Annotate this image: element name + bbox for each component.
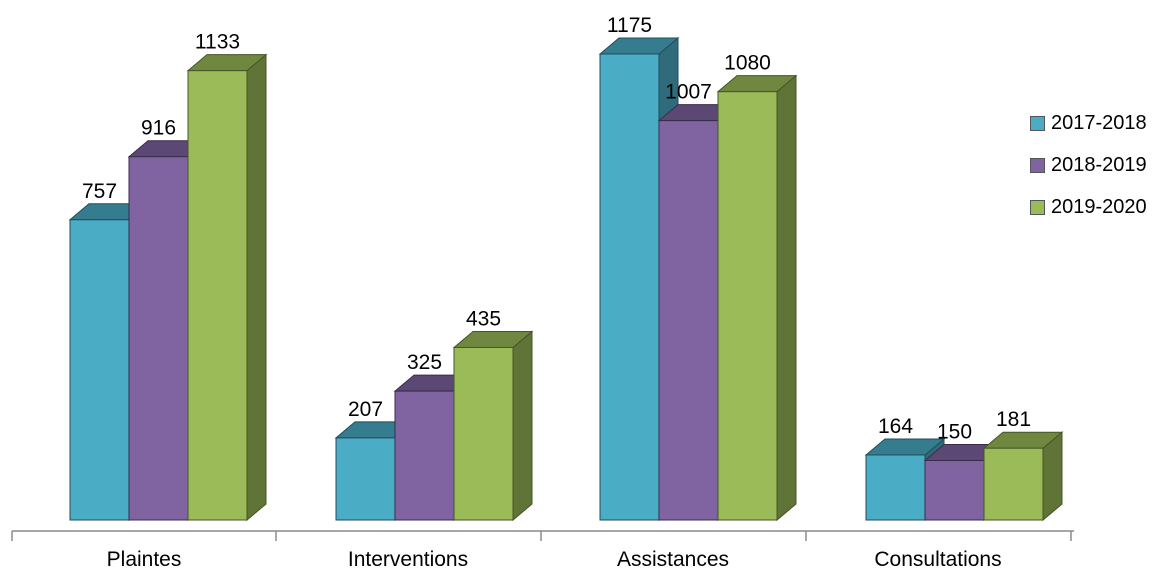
data-labels-group: 757 916 1133 207 325 435 1175 1007 1080 164 150 181 [82,14,1031,444]
data-label: 207 [348,398,383,421]
bar-consultations-2019-2020 [982,431,1064,522]
x-tick-label: Interventions [348,548,468,571]
legend-swatch [1030,199,1045,215]
data-label: 757 [82,180,117,203]
data-label: 1175 [607,14,652,37]
bar-front-face [599,53,660,521]
bar-front-face [187,70,248,521]
legend-swatch [1030,115,1045,131]
bars-group [68,36,1064,522]
data-label: 1133 [195,31,240,54]
legend-label: 2019-2020 [1051,195,1147,218]
legend-label: 2017-2018 [1051,111,1147,134]
bar-side-face [512,330,533,522]
data-label: 916 [141,117,176,140]
legend-item-2018-2019[interactable]: 2018-2019 [1030,154,1147,176]
legend-item-2019-2020[interactable]: 2019-2020 [1030,196,1147,218]
bar-side-face [246,53,267,522]
bar-plaintes-2019-2020 [186,53,268,522]
bar-assistances-2019-2020 [716,74,798,522]
legend-item-2017-2018[interactable]: 2017-2018 [1030,112,1147,134]
bar-front-face [717,91,778,521]
bar-front-face [924,460,985,521]
data-label: 150 [937,421,972,444]
bar-front-face [394,390,455,521]
data-label: 435 [466,307,501,330]
bar-interventions-2019-2020 [452,330,534,522]
bar-front-face [983,447,1044,521]
bar-front-face [128,156,189,521]
x-tick-label: Assistances [617,548,729,571]
bar-side-face [776,74,797,522]
legend-label: 2018-2019 [1051,153,1147,176]
data-label: 1007 [665,81,712,104]
legend-swatch [1030,157,1045,173]
bar-front-face [658,120,719,521]
bar-front-face [865,454,926,521]
x-tick-label: Consultations [874,548,1001,571]
bar-front-face [453,346,514,521]
data-label: 1080 [724,52,771,75]
bar-front-face [69,219,130,521]
x-axis: Plaintes Interventions Assistances Consu… [11,530,1074,571]
data-label: 181 [996,408,1031,431]
legend: 2017-2018 2018-2019 2019-2020 [1030,112,1147,238]
x-tick-label: Plaintes [107,548,182,571]
data-label: 325 [407,351,442,374]
data-label: 164 [878,415,913,438]
bar-front-face [335,437,396,521]
